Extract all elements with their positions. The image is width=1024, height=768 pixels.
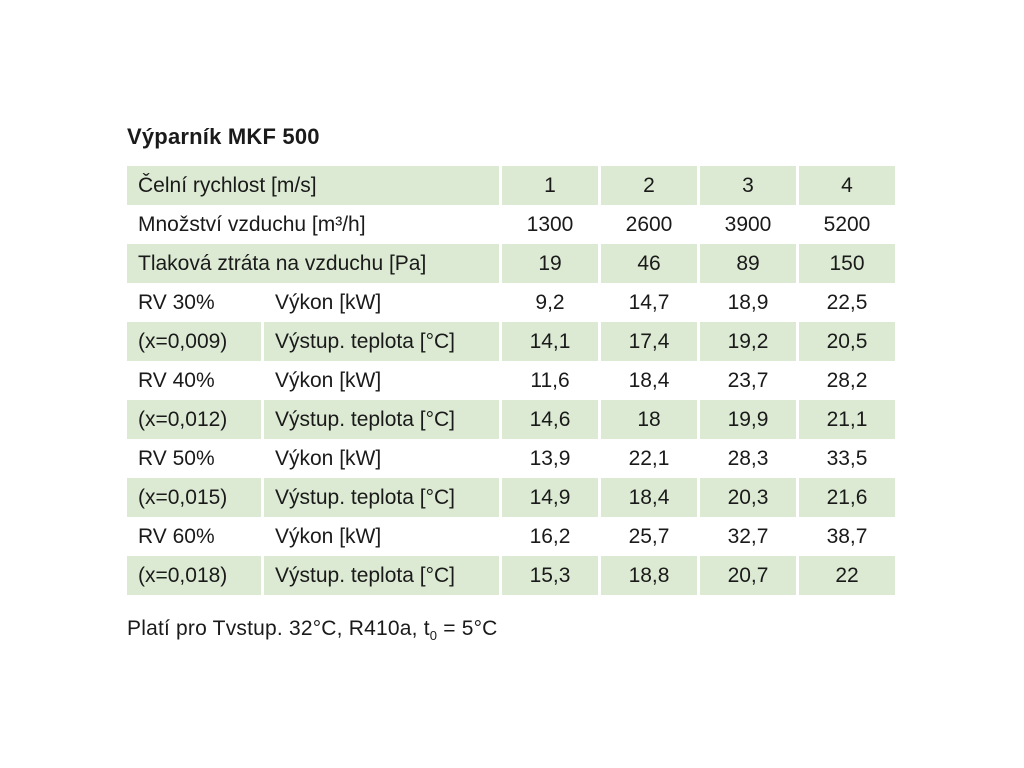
- value-cell: 1: [502, 166, 598, 205]
- value-cell: 33,5: [826, 446, 868, 470]
- row-label: Tlaková ztráta na vzduchu [Pa]: [127, 244, 499, 283]
- value-cell: 14,7: [628, 290, 670, 314]
- row-label: Výstup. teplota [°C]: [264, 556, 499, 595]
- value-cell: 22,5: [826, 290, 868, 314]
- footer-subscript: 0: [429, 628, 438, 644]
- row-group-label: (x=0,012): [127, 400, 261, 439]
- value-cell: 18,4: [601, 478, 697, 517]
- value-cell: 4: [799, 166, 895, 205]
- row-group-label: RV 50%: [138, 446, 215, 470]
- value-cell: 19,9: [700, 400, 796, 439]
- value-cell: 3: [700, 166, 796, 205]
- row-label: Výstup. teplota [°C]: [264, 478, 499, 517]
- value-cell: 2600: [625, 212, 673, 236]
- value-cell: 1300: [526, 212, 574, 236]
- value-cell: 28,3: [727, 446, 769, 470]
- evaporator-datasheet: Výparník MKF 500 Čelní rychlost [m/s] 1 …: [127, 124, 895, 643]
- value-cell: 25,7: [628, 524, 670, 548]
- value-cell: 28,2: [826, 368, 868, 392]
- value-cell: 15,3: [502, 556, 598, 595]
- row-label: Výkon [kW]: [275, 524, 382, 548]
- value-cell: 9,2: [535, 290, 565, 314]
- value-cell: 2: [601, 166, 697, 205]
- value-cell: 150: [799, 244, 895, 283]
- value-cell: 38,7: [826, 524, 868, 548]
- evaporator-data-table: Čelní rychlost [m/s] 1 2 3 4 Množství vz…: [127, 166, 895, 595]
- value-cell: 19,2: [700, 322, 796, 361]
- value-cell: 22,1: [628, 446, 670, 470]
- value-cell: 20,3: [700, 478, 796, 517]
- value-cell: 18: [601, 400, 697, 439]
- footer-text-trail: = 5°C: [437, 617, 498, 640]
- row-label: Výkon [kW]: [275, 368, 382, 392]
- row-label: Výkon [kW]: [275, 290, 382, 314]
- value-cell: 17,4: [601, 322, 697, 361]
- footer-note: Platí pro Tvstup. 32°C, R410a, t0 = 5°C: [127, 617, 895, 643]
- page-title: Výparník MKF 500: [127, 124, 320, 149]
- row-group-label: (x=0,015): [127, 478, 261, 517]
- value-cell: 13,9: [529, 446, 571, 470]
- row-label: Výstup. teplota [°C]: [264, 400, 499, 439]
- value-cell: 23,7: [727, 368, 769, 392]
- footer-text-lead: Platí pro Tvstup. 32°C, R410a, t: [127, 617, 430, 640]
- row-label: Množství vzduchu [m³/h]: [138, 212, 366, 236]
- row-group-label: (x=0,009): [127, 322, 261, 361]
- value-cell: 89: [700, 244, 796, 283]
- value-cell: 5200: [823, 212, 871, 236]
- row-group-label: RV 60%: [138, 524, 215, 548]
- row-group-label: RV 30%: [138, 290, 215, 314]
- value-cell: 22: [799, 556, 895, 595]
- row-label: Výkon [kW]: [275, 446, 382, 470]
- value-cell: 14,1: [502, 322, 598, 361]
- value-cell: 18,9: [727, 290, 769, 314]
- value-cell: 14,6: [502, 400, 598, 439]
- value-cell: 21,1: [799, 400, 895, 439]
- value-cell: 32,7: [727, 524, 769, 548]
- value-cell: 21,6: [799, 478, 895, 517]
- value-cell: 46: [601, 244, 697, 283]
- value-cell: 19: [502, 244, 598, 283]
- row-label: Výstup. teplota [°C]: [264, 322, 499, 361]
- value-cell: 14,9: [502, 478, 598, 517]
- value-cell: 11,6: [530, 368, 570, 392]
- value-cell: 20,7: [700, 556, 796, 595]
- value-cell: 20,5: [799, 322, 895, 361]
- value-cell: 18,4: [628, 368, 670, 392]
- row-group-label: RV 40%: [138, 368, 215, 392]
- value-cell: 3900: [724, 212, 772, 236]
- value-cell: 18,8: [601, 556, 697, 595]
- value-cell: 16,2: [529, 524, 571, 548]
- row-group-label: (x=0,018): [127, 556, 261, 595]
- row-label: Čelní rychlost [m/s]: [127, 166, 499, 205]
